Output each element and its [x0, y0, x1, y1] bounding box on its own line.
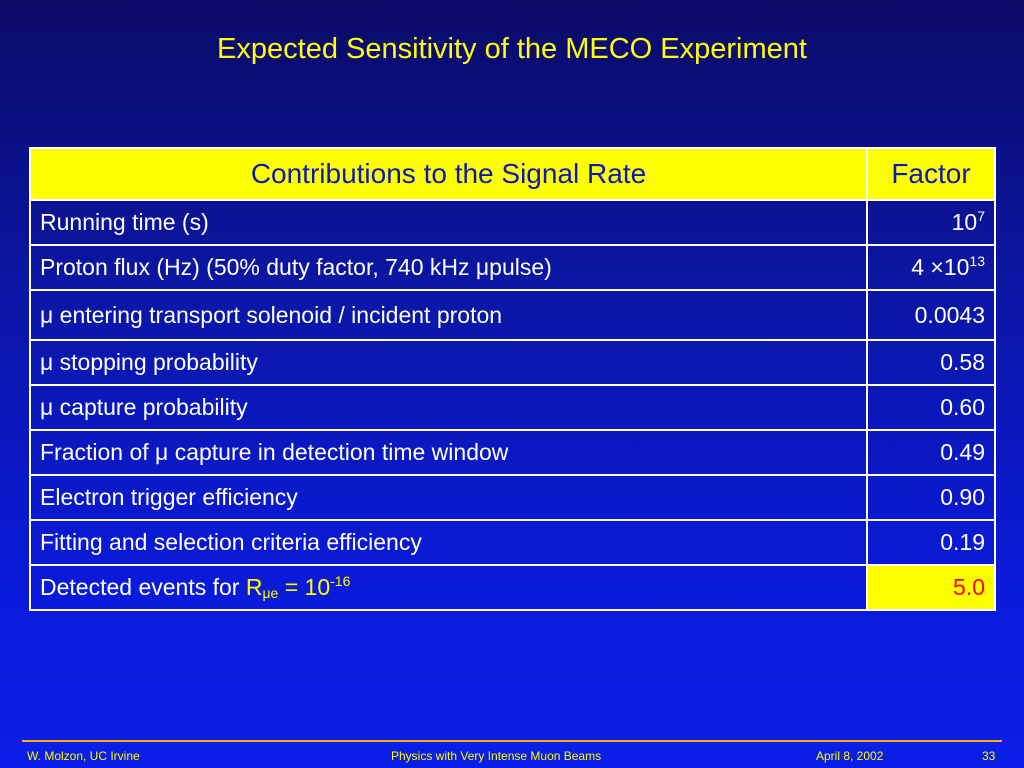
- row-value: 0.0043: [866, 289, 996, 341]
- table-row-result: Detected events for Rμe = 10-16 5.0: [29, 564, 996, 611]
- footer-rule: [22, 740, 1002, 742]
- row-label: μ stopping probability: [29, 339, 868, 386]
- row-label: Electron trigger efficiency: [29, 474, 868, 521]
- row-label: Detected events for Rμe = 10-16: [29, 564, 868, 611]
- footer-date: April 8, 2002: [816, 749, 884, 763]
- row-label: Proton flux (Hz) (50% duty factor, 740 k…: [29, 244, 868, 291]
- table-header-row: Contributions to the Signal Rate Factor: [29, 147, 996, 201]
- row-value: 0.49: [866, 429, 996, 476]
- row-value: 0.19: [866, 519, 996, 566]
- table-row: Fitting and selection criteria efficienc…: [29, 519, 996, 566]
- row-label: Fitting and selection criteria efficienc…: [29, 519, 868, 566]
- table-row: Running time (s) 107: [29, 199, 996, 246]
- signal-rate-table: Contributions to the Signal Rate Factor …: [29, 147, 996, 611]
- footer-page-number: 33: [982, 749, 996, 763]
- row-value: 0.60: [866, 384, 996, 431]
- footer-author: W. Molzon, UC Irvine: [27, 749, 140, 763]
- slide-title: Expected Sensitivity of the MECO Experim…: [217, 33, 807, 65]
- row-label: μ entering transport solenoid / incident…: [29, 289, 868, 341]
- row-value: 0.90: [866, 474, 996, 521]
- mu-symbol: μ: [40, 394, 54, 420]
- table-row: μ entering transport solenoid / incident…: [29, 289, 996, 341]
- header-contributions: Contributions to the Signal Rate: [29, 147, 868, 201]
- row-value: 4 ×1013: [866, 244, 996, 291]
- table-row: μ capture probability 0.60: [29, 384, 996, 431]
- row-label: Fraction of μ capture in detection time …: [29, 429, 868, 476]
- row-value: 107: [866, 199, 996, 246]
- mu-symbol: μ: [40, 349, 54, 375]
- table-row: Electron trigger efficiency 0.90: [29, 474, 996, 521]
- detected-events-value: 5.0: [866, 564, 996, 611]
- table-row: μ stopping probability 0.58: [29, 339, 996, 386]
- mu-symbol: μ: [40, 301, 54, 328]
- row-value: 0.58: [866, 339, 996, 386]
- table-row: Fraction of μ capture in detection time …: [29, 429, 996, 476]
- r-mu-e-expression: Rμe = 10-16: [245, 573, 351, 601]
- header-factor: Factor: [866, 147, 996, 201]
- table-row: Proton flux (Hz) (50% duty factor, 740 k…: [29, 244, 996, 291]
- row-label: μ capture probability: [29, 384, 868, 431]
- times-symbol: ×: [930, 254, 944, 280]
- mu-symbol: μ: [475, 254, 490, 280]
- mu-symbol: μ: [155, 439, 169, 465]
- row-label: Running time (s): [29, 199, 868, 246]
- footer-talk-title: Physics with Very Intense Muon Beams: [391, 749, 602, 763]
